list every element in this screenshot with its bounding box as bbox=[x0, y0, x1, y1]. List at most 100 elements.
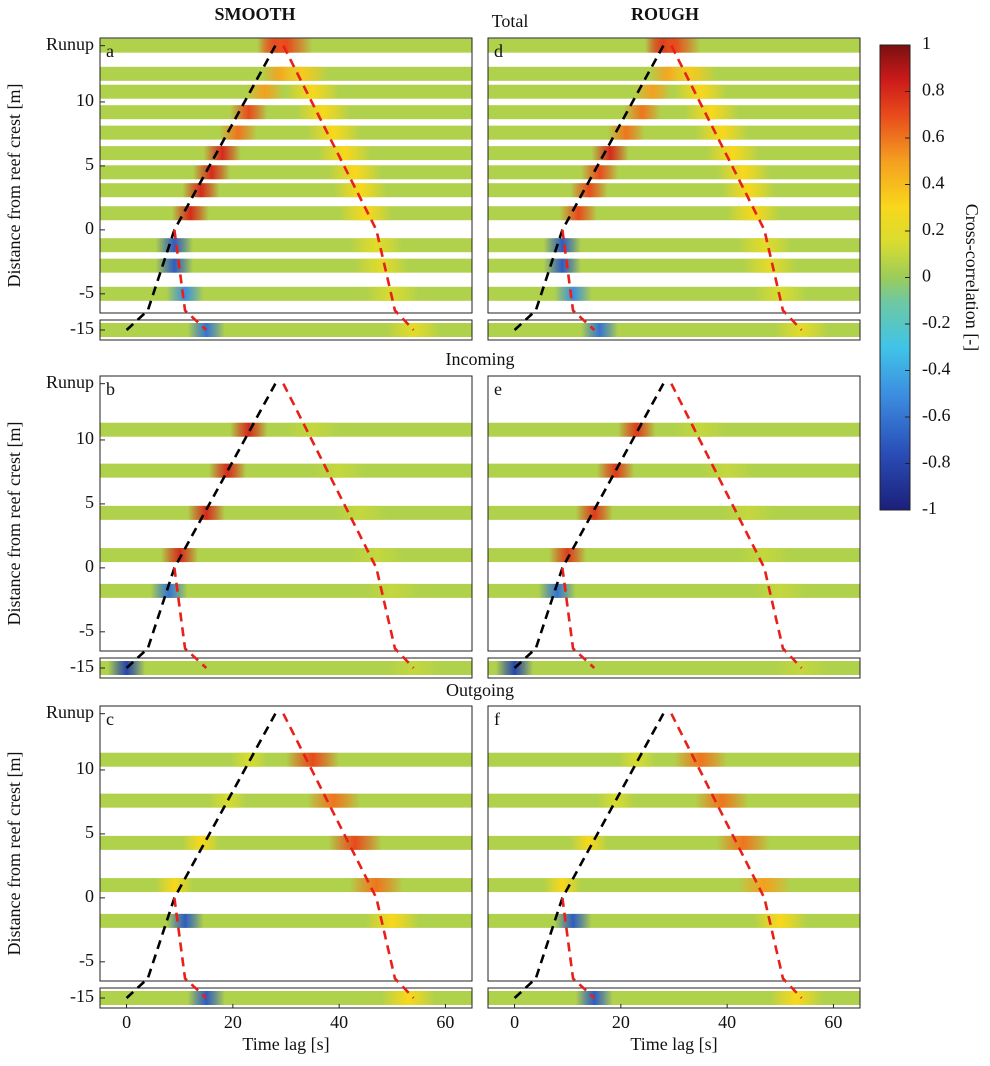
axes-box-break bbox=[487, 319, 861, 341]
correlation-peak bbox=[230, 105, 268, 120]
correlation-peak bbox=[674, 752, 728, 767]
reference-line bbox=[513, 713, 665, 999]
stripe bbox=[100, 835, 472, 850]
stripe bbox=[488, 125, 860, 140]
stripe bbox=[488, 146, 860, 161]
y-tick-label: -5 bbox=[79, 282, 94, 302]
axes-box bbox=[487, 37, 861, 314]
column-title: SMOOTH bbox=[214, 4, 295, 24]
stripe bbox=[100, 505, 472, 520]
reference-line bbox=[125, 713, 277, 999]
row-title: Outgoing bbox=[446, 680, 514, 700]
axes-box bbox=[99, 37, 473, 314]
correlation-peak bbox=[208, 463, 247, 478]
axes-box bbox=[99, 375, 473, 652]
correlation-peak bbox=[695, 793, 749, 808]
correlation-peak bbox=[155, 238, 193, 253]
reference-line bbox=[173, 567, 208, 669]
stripe bbox=[488, 793, 860, 808]
correlation-peak bbox=[607, 125, 645, 140]
correlation-peak bbox=[333, 183, 387, 198]
panel bbox=[488, 752, 860, 1005]
colorbar-label: Cross-correlation [-] bbox=[962, 204, 982, 351]
correlation-peak bbox=[570, 183, 608, 198]
correlation-peak bbox=[349, 878, 403, 893]
stripe bbox=[100, 793, 472, 808]
y-tick-label: 5 bbox=[85, 154, 94, 174]
y-axis-label: Distance from reef crest [m] bbox=[4, 422, 24, 626]
correlation-peak bbox=[150, 583, 188, 598]
correlation-peak bbox=[219, 125, 257, 140]
correlation-peak bbox=[182, 835, 220, 850]
y-tick-label: 10 bbox=[76, 90, 94, 110]
correlation-peak bbox=[166, 286, 204, 301]
stripe bbox=[488, 165, 860, 180]
axes-box bbox=[487, 375, 861, 652]
correlation-peak bbox=[753, 913, 807, 928]
panel-letter: d bbox=[494, 41, 503, 61]
stripe bbox=[100, 661, 472, 675]
y-tick-label: -15 bbox=[70, 318, 94, 338]
correlation-peak bbox=[365, 583, 419, 598]
x-axis-label: Time lag [s] bbox=[630, 1034, 717, 1054]
correlation-peak bbox=[721, 505, 775, 520]
correlation-peak bbox=[203, 146, 241, 161]
correlation-peak bbox=[193, 165, 231, 180]
colorbar-tick-label: 0 bbox=[922, 266, 931, 286]
correlation-peak bbox=[705, 146, 760, 161]
correlation-peak bbox=[286, 84, 340, 99]
panel bbox=[488, 422, 860, 675]
colorbar-tick-label: -0.8 bbox=[922, 452, 951, 472]
reference-line bbox=[513, 383, 665, 669]
colorbar-tick-label: -1 bbox=[922, 498, 937, 518]
panel-letter: c bbox=[106, 709, 114, 729]
y-tick-label: Runup bbox=[46, 34, 94, 54]
reference-line bbox=[282, 45, 415, 331]
y-tick-label: Runup bbox=[46, 702, 94, 722]
stripe bbox=[100, 105, 472, 120]
correlation-peak bbox=[349, 238, 403, 253]
stripe bbox=[488, 206, 860, 221]
correlation-peak bbox=[716, 835, 770, 850]
panel bbox=[488, 38, 860, 337]
correlation-peak bbox=[554, 286, 592, 301]
colorbar-tick-label: 1 bbox=[922, 33, 931, 53]
correlation-peak bbox=[570, 835, 608, 850]
correlation-peak bbox=[307, 793, 361, 808]
correlation-peak bbox=[328, 835, 382, 850]
y-tick-label: -15 bbox=[70, 986, 94, 1006]
correlation-peak bbox=[737, 238, 791, 253]
axes-box-break bbox=[487, 987, 861, 1009]
stripe bbox=[488, 183, 860, 198]
correlation-peak bbox=[716, 165, 770, 180]
correlation-peak bbox=[286, 422, 340, 437]
row-title: Incoming bbox=[446, 349, 515, 369]
correlation-peak bbox=[538, 583, 576, 598]
stripe bbox=[100, 183, 472, 198]
panel bbox=[100, 752, 472, 1005]
y-tick-label: 0 bbox=[85, 218, 94, 238]
correlation-peak bbox=[381, 991, 435, 1005]
correlation-peak bbox=[674, 84, 728, 99]
correlation-peak bbox=[275, 66, 329, 81]
x-tick-label: 60 bbox=[824, 1012, 842, 1032]
y-tick-label: 10 bbox=[76, 428, 94, 448]
correlation-peak bbox=[700, 463, 754, 478]
reference-line bbox=[670, 45, 803, 331]
correlation-peak bbox=[155, 878, 193, 893]
panel-letter: e bbox=[494, 379, 502, 399]
correlation-peak bbox=[182, 183, 220, 198]
correlation-peak bbox=[549, 548, 587, 563]
correlation-peak bbox=[581, 323, 619, 337]
axes-box-break bbox=[487, 657, 861, 679]
y-tick-label: Runup bbox=[46, 372, 94, 392]
reference-line bbox=[282, 713, 415, 999]
reference-line bbox=[282, 383, 415, 669]
correlation-peak bbox=[554, 913, 592, 928]
stripe bbox=[488, 548, 860, 563]
correlation-peak bbox=[663, 66, 717, 81]
correlation-peak bbox=[581, 165, 619, 180]
y-tick-label: 0 bbox=[85, 886, 94, 906]
stripe bbox=[100, 146, 472, 161]
correlation-peak bbox=[328, 165, 382, 180]
